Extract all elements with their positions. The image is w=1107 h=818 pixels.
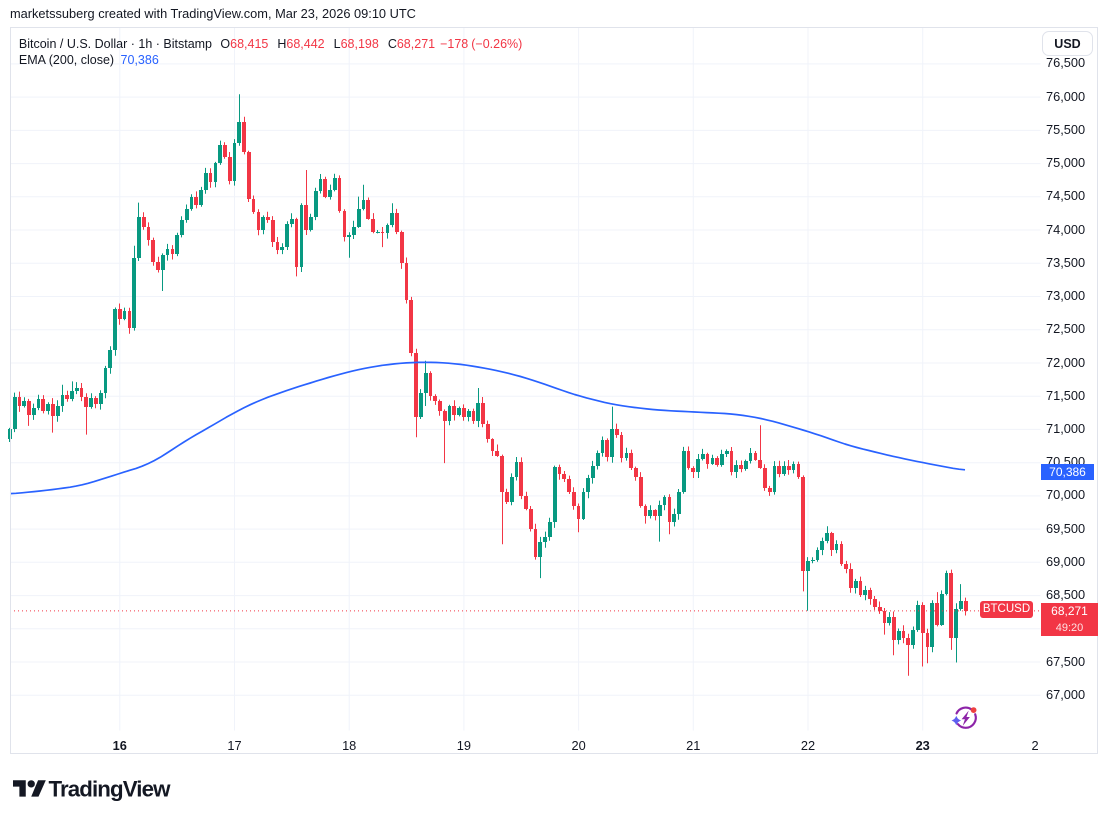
svg-text:TradingView: TradingView [49,776,172,801]
